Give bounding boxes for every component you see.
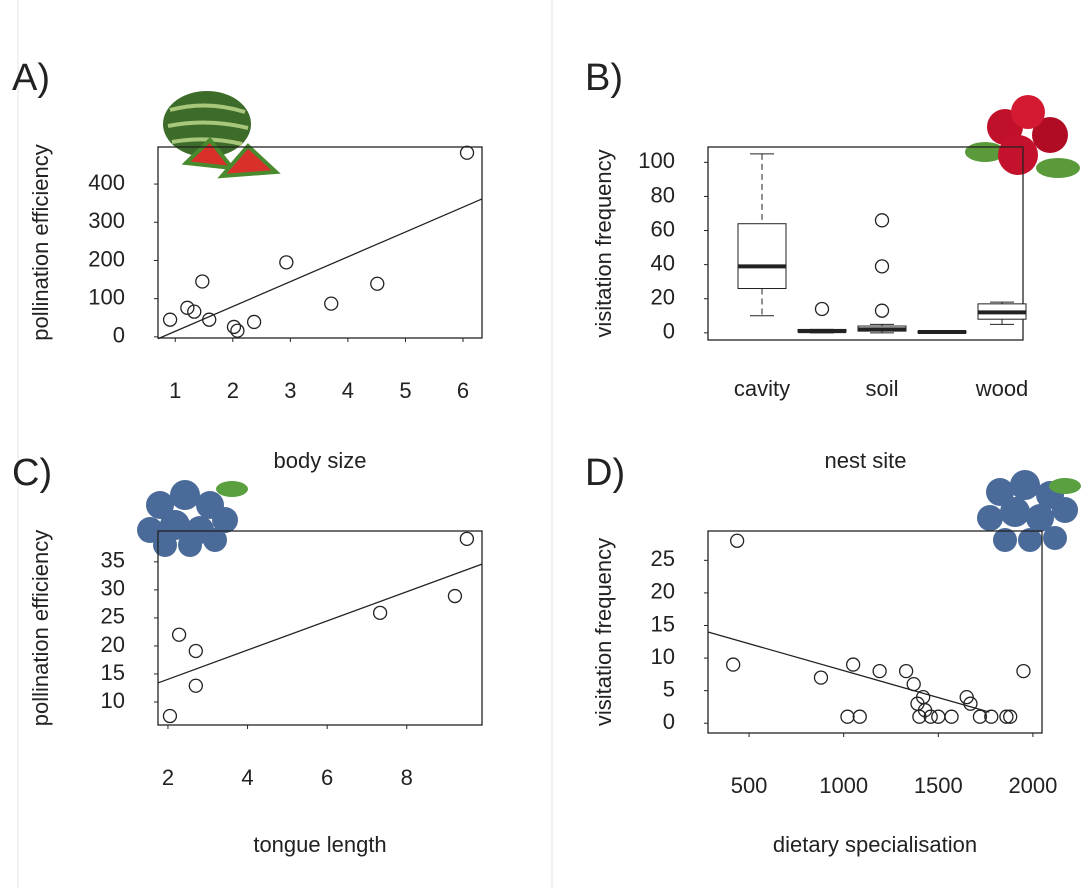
y-axis-label: pollination efficiency — [28, 530, 53, 727]
point — [448, 590, 461, 603]
point — [280, 256, 293, 269]
point — [841, 710, 854, 723]
x-axis-label: dietary specialisation — [773, 832, 977, 857]
point — [163, 710, 176, 723]
point — [371, 277, 384, 290]
point — [231, 324, 244, 337]
trend-line — [158, 564, 482, 683]
blueberry-icon — [137, 480, 248, 557]
y-tick-label: 40 — [651, 250, 675, 275]
point — [461, 146, 474, 159]
x-axis-label: tongue length — [253, 832, 386, 857]
y-tick-label: 25 — [651, 546, 675, 571]
point — [227, 320, 240, 333]
panel-label: C) — [12, 452, 52, 494]
y-tick-label: 20 — [101, 632, 125, 657]
point — [853, 710, 866, 723]
plot-frame — [158, 147, 482, 338]
y-tick-label: 400 — [88, 170, 125, 195]
x-tick-label: 500 — [731, 773, 768, 798]
y-axis-label: pollination efficiency — [28, 144, 53, 341]
outlier — [816, 302, 829, 315]
point — [189, 644, 202, 657]
point — [189, 679, 202, 692]
x-tick-label: 6 — [457, 378, 469, 403]
x-tick-label: 5 — [399, 378, 411, 403]
point — [727, 658, 740, 671]
y-tick-label: 100 — [88, 284, 125, 309]
y-tick-label: 60 — [651, 216, 675, 241]
point — [248, 315, 261, 328]
x-axis-label: body size — [274, 448, 367, 473]
point — [945, 710, 958, 723]
x-tick-label: wood — [975, 376, 1029, 401]
y-axis-label: visitation frequency — [591, 149, 616, 337]
y-tick-label: 100 — [638, 148, 675, 173]
y-tick-label: 10 — [101, 688, 125, 713]
y-tick-label: 15 — [101, 660, 125, 685]
y-tick-label: 20 — [651, 285, 675, 310]
x-tick-label: 1 — [169, 378, 181, 403]
outlier — [876, 214, 889, 227]
point — [173, 628, 186, 641]
y-tick-label: 20 — [651, 579, 675, 604]
point — [460, 532, 473, 545]
x-tick-label: 8 — [401, 765, 413, 790]
watermelon-icon — [163, 91, 276, 176]
x-tick-label: 6 — [321, 765, 333, 790]
x-tick-label: soil — [865, 376, 898, 401]
point — [900, 665, 913, 678]
point — [932, 710, 945, 723]
x-tick-label: 1000 — [819, 773, 868, 798]
panel-label: D) — [585, 452, 625, 494]
point — [731, 534, 744, 547]
y-tick-label: 10 — [651, 644, 675, 669]
y-tick-label: 0 — [663, 319, 675, 344]
y-tick-label: 300 — [88, 208, 125, 233]
figure: A)body sizepollination efficiency0100200… — [0, 0, 1082, 888]
point — [164, 313, 177, 326]
y-tick-label: 80 — [651, 182, 675, 207]
y-tick-label: 30 — [101, 576, 125, 601]
panel-label: B) — [585, 57, 623, 99]
y-tick-label: 5 — [663, 676, 675, 701]
y-tick-label: 200 — [88, 246, 125, 271]
x-axis-label: nest site — [825, 448, 907, 473]
outlier — [876, 304, 889, 317]
plot-frame — [708, 531, 1042, 733]
trend-line — [708, 632, 989, 712]
page: A)body sizepollination efficiency0100200… — [0, 0, 1082, 888]
outlier — [876, 260, 889, 273]
point — [1017, 665, 1030, 678]
point — [196, 275, 209, 288]
x-tick-label: 2 — [162, 765, 174, 790]
plot-frame — [158, 531, 482, 725]
blueberry-icon — [977, 470, 1081, 552]
x-tick-label: 2 — [227, 378, 239, 403]
y-tick-label: 0 — [113, 323, 125, 348]
point — [814, 671, 827, 684]
y-tick-label: 0 — [663, 709, 675, 734]
x-tick-label: cavity — [734, 376, 790, 401]
y-axis-label: visitation frequency — [591, 538, 616, 726]
x-tick-label: 2000 — [1008, 773, 1057, 798]
x-tick-label: 3 — [284, 378, 296, 403]
panel-label: A) — [12, 57, 50, 99]
point — [873, 665, 886, 678]
box — [738, 224, 786, 289]
x-tick-label: 4 — [241, 765, 253, 790]
point — [847, 658, 860, 671]
y-tick-label: 15 — [651, 611, 675, 636]
point — [374, 606, 387, 619]
point — [325, 297, 338, 310]
x-tick-label: 1500 — [914, 773, 963, 798]
y-tick-label: 25 — [101, 604, 125, 629]
trend-line — [158, 199, 482, 339]
y-tick-label: 35 — [101, 548, 125, 573]
x-tick-label: 4 — [342, 378, 354, 403]
